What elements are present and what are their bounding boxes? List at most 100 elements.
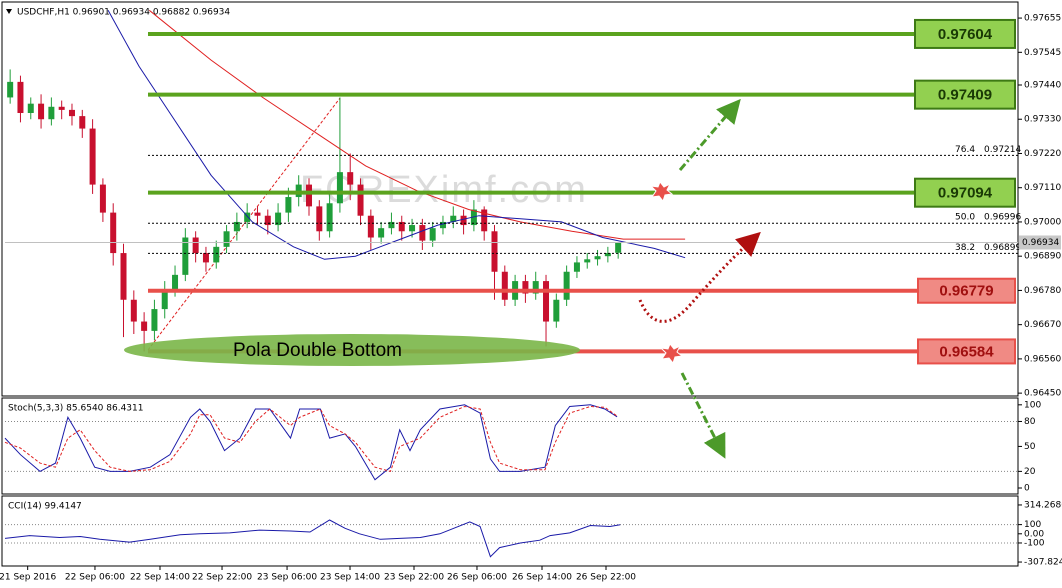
level-label: 0.96779 (939, 283, 993, 300)
indicator-line (4, 519, 621, 558)
candle-body (491, 231, 498, 272)
candle-body (439, 221, 446, 229)
candle-body (347, 172, 354, 185)
candle-body (17, 81, 24, 114)
candle-body (532, 281, 539, 294)
candle-body (161, 290, 168, 310)
candle-body (89, 128, 96, 185)
y-tick-label: 100 (1024, 400, 1041, 410)
indicator-line (4, 404, 618, 481)
y-tick-label: 0.97545 (1024, 48, 1061, 58)
candle-body (27, 103, 34, 114)
x-tick-label: 23 Sep 06:00 (257, 573, 317, 583)
y-tick-label: 50 (1024, 442, 1036, 452)
candle-body (202, 253, 209, 263)
x-tick-label: 26 Sep 14:00 (512, 573, 572, 583)
last-price-box (1019, 235, 1061, 250)
y-tick-label: 0.96780 (1024, 286, 1061, 296)
candle-body (326, 203, 333, 232)
y-tick-label: 0.96670 (1024, 320, 1061, 330)
y-tick-label: 100 (1024, 520, 1041, 530)
level-box (914, 177, 1016, 208)
x-tick-label: 26 Sep 06:00 (447, 573, 507, 583)
cci-title: CCI(14) 99.4147 (8, 502, 82, 512)
y-tick-label: 0.96560 (1024, 354, 1061, 364)
candle-body (172, 274, 179, 291)
candle-body (192, 237, 199, 254)
y-tick-label: 0.97110 (1024, 183, 1061, 193)
level-box (914, 18, 1016, 49)
y-tick-label: 0.97220 (1024, 149, 1061, 159)
candle-body (306, 184, 313, 207)
x-tick-label: 23 Sep 22:00 (384, 573, 444, 583)
chart-title: USDCHF,H1 0.96901 0.96934 0.96882 0.9693… (17, 8, 230, 18)
pattern-ellipse (124, 334, 580, 366)
y-tick-label: 0.00 (1024, 529, 1044, 539)
last-price-label: 0.96934 (1022, 238, 1059, 248)
candle-body (316, 206, 323, 232)
candle-body (604, 253, 611, 257)
y-tick-label: 0.97440 (1024, 80, 1061, 90)
price-panel (1, 1, 1019, 397)
candle-body (543, 281, 550, 322)
candle-body (553, 299, 560, 322)
candle-body (460, 215, 467, 226)
candle-body (233, 221, 240, 232)
y-tick-label: 314.2686 (1024, 500, 1062, 510)
candle-body (58, 106, 65, 110)
y-tick-label: 20 (1024, 467, 1036, 477)
candle-body (367, 215, 374, 238)
candle-body (182, 237, 189, 275)
candle-body (48, 106, 55, 120)
candle-body (522, 281, 529, 294)
candle-body (594, 256, 601, 260)
candle-body (254, 212, 261, 216)
level-box (917, 338, 1016, 365)
candle-body (501, 271, 508, 300)
fib-level: 50.0 (955, 213, 975, 223)
candle-body (244, 212, 251, 222)
candle-body (573, 262, 580, 272)
candle-body (79, 116, 86, 129)
fib-value: 0.97214 (984, 145, 1021, 155)
y-tick-label: 80 (1024, 417, 1036, 427)
candle-body (130, 299, 137, 322)
fib-diagonal (147, 97, 341, 351)
arrow-curve (638, 231, 761, 323)
y-tick-label: 0.97655 (1024, 14, 1061, 24)
burst-icon (659, 343, 684, 365)
annotation: Pola Double Bottom (233, 340, 402, 361)
candle-body (584, 259, 591, 263)
stoch-panel (1, 397, 1019, 495)
x-tick-label: 26 Sep 22:00 (576, 573, 636, 583)
x-tick-label: 22 Sep 22:00 (192, 573, 252, 583)
candle-body (398, 221, 405, 232)
x-tick-label: 21 Sep 2016 (0, 573, 56, 583)
x-tick-label: 22 Sep 06:00 (65, 573, 125, 583)
candle-body (213, 246, 220, 263)
candle-body (450, 215, 457, 222)
arrow-up (678, 98, 741, 171)
candle-body (223, 231, 230, 247)
fib-value: 0.96996 (984, 213, 1021, 223)
fib-level: 38.2 (955, 243, 975, 253)
menu-icon (6, 9, 12, 14)
watermark: FOREXimf.com (300, 169, 588, 211)
candle-body (563, 271, 570, 300)
level-box (917, 277, 1016, 304)
level-label: 0.97604 (938, 26, 993, 43)
candle-body (429, 228, 436, 241)
candle-body (409, 225, 416, 232)
candle-body (378, 228, 385, 238)
candle-body (38, 103, 45, 120)
candle-body (141, 321, 148, 331)
indicator-line (107, 10, 686, 260)
candle-body (275, 212, 282, 226)
candle-body (99, 184, 106, 213)
x-tick-label: 22 Sep 14:00 (130, 573, 190, 583)
candle-body (285, 197, 292, 213)
candle-body (336, 172, 343, 204)
stoch-title: Stoch(5,3,3) 85.6540 86.4311 (8, 404, 143, 414)
burst-icon (649, 181, 674, 203)
